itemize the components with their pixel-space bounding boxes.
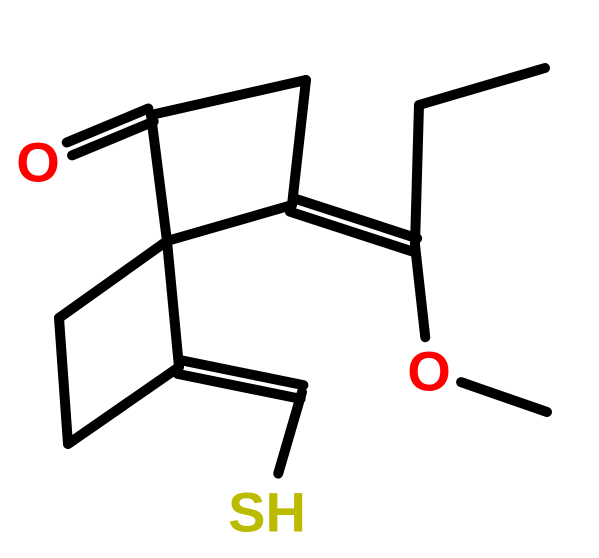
bond-line bbox=[151, 80, 306, 115]
bond-line bbox=[278, 392, 302, 474]
bond-line bbox=[167, 205, 292, 241]
molecule-diagram: O O SH bbox=[0, 0, 599, 558]
bond-line bbox=[151, 115, 167, 241]
bond-line bbox=[59, 241, 167, 318]
bond-line bbox=[68, 367, 179, 444]
atom-label-o: O bbox=[407, 340, 451, 403]
atom-label-s: SH bbox=[228, 481, 306, 544]
bond-line bbox=[292, 80, 306, 205]
bond-line bbox=[59, 318, 68, 444]
bond-line bbox=[415, 245, 425, 337]
bond-line bbox=[415, 105, 419, 245]
bond-line bbox=[167, 241, 179, 367]
bond-line bbox=[461, 382, 547, 412]
bond-line bbox=[419, 68, 545, 105]
atom-label-o: O bbox=[16, 131, 60, 194]
